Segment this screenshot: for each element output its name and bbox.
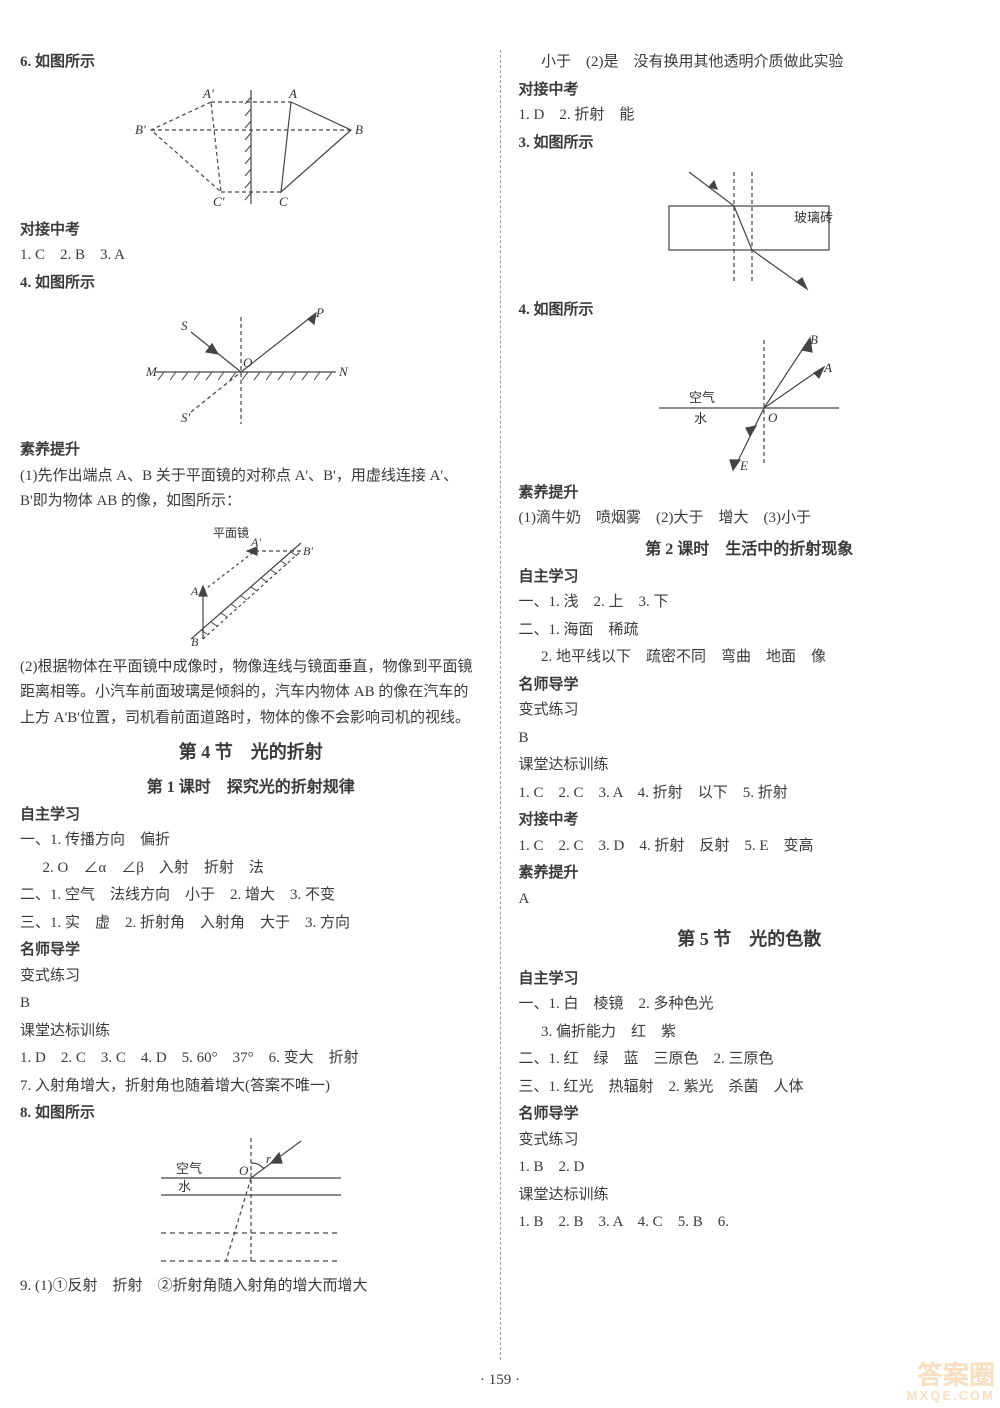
bsx-ans-r: B xyxy=(519,726,981,752)
lbl-Sprime: S' xyxy=(181,410,191,425)
kt-8: 8. 如图所示 xyxy=(20,1101,482,1127)
z5-21: 二、1. 红 绿 蓝 三原色 2. 三原色 xyxy=(519,1047,981,1073)
bsx-r: 变式练习 xyxy=(519,698,981,724)
lbl-E: E xyxy=(739,458,748,473)
bsx-l: 变式练习 xyxy=(20,964,482,990)
lbl-Cprime: C' xyxy=(213,194,225,209)
bsx5: 变式练习 xyxy=(519,1128,981,1154)
lbl-B3: B xyxy=(810,332,818,347)
lbl-O3: O xyxy=(768,410,778,425)
cont-line: 小于 (2)是 没有换用其他透明介质做此实验 xyxy=(519,50,981,76)
sy-p2: (2)根据物体在平面镜中成像时，物像连线与镜面垂直，物像到平面镜距离相等。小汽车… xyxy=(20,655,482,732)
lbl-water: 水 xyxy=(178,1179,191,1194)
ktdx-l: 课堂达标训练 xyxy=(20,1019,482,1045)
z5-11: 一、1. 白 棱镜 2. 多种色光 xyxy=(519,992,981,1018)
watermark-sub: MXQE.COM xyxy=(907,1389,995,1403)
lbl-Aprime: A' xyxy=(202,86,214,101)
djzk-q4-l: 4. 如图所示 xyxy=(20,271,482,297)
kt-r-line: 1. C 2. C 3. A 4. 折射 以下 5. 折射 xyxy=(519,781,981,807)
djzk2-r-line: 1. C 2. C 3. D 4. 折射 反射 5. E 变高 xyxy=(519,834,981,860)
q6-label: 6. 如图所示 xyxy=(20,50,482,76)
zzxx-r22: 2. 地平线以下 疏密不同 弯曲 地面 像 xyxy=(519,645,981,671)
kt5-line: 1. B 2. B 3. A 4. C 5. B 6. xyxy=(519,1210,981,1236)
fig-djzk4: M N O S S' P xyxy=(20,302,482,432)
sub2-title: 第 2 课时 生活中的折射现象 xyxy=(519,536,981,563)
sy-r-line: (1)滴牛奶 喷烟雾 (2)大于 增大 (3)小于 xyxy=(519,506,981,532)
fig-q6: A A' B B' C C' xyxy=(20,82,482,212)
djzk-r3: 3. 如图所示 xyxy=(519,131,981,157)
fig-kt8: 空气 水 O r xyxy=(20,1133,482,1268)
z5-31: 三、1. 红光 热辐射 2. 紫光 杀菌 人体 xyxy=(519,1075,981,1101)
lbl-air: 空气 xyxy=(176,1161,202,1176)
bsx5-ans: 1. B 2. D xyxy=(519,1155,981,1181)
djzk-r: 对接中考 xyxy=(519,78,981,104)
djzk-answers-l: 1. C 2. B 3. A xyxy=(20,243,482,269)
djzk-r4: 4. 如图所示 xyxy=(519,298,981,324)
djzk2-r: 对接中考 xyxy=(519,808,981,834)
zzxx-21: 二、1. 空气 法线方向 小于 2. 增大 3. 不变 xyxy=(20,883,482,909)
sy2-ans: A xyxy=(519,887,981,913)
lbl-Bp2: B' xyxy=(303,544,313,558)
fig-sy: 平面镜 A B A' B' xyxy=(20,521,482,649)
lbl-air2: 空气 xyxy=(689,390,715,405)
watermark: 答案圈 MXQE.COM xyxy=(907,1362,995,1403)
zzxx5: 自主学习 xyxy=(519,967,981,993)
lbl-O2: O xyxy=(239,1163,249,1178)
zzxx-r11: 一、1. 浅 2. 上 3. 下 xyxy=(519,590,981,616)
lbl-water2: 水 xyxy=(694,411,707,426)
column-divider xyxy=(500,50,501,1360)
lbl-M: M xyxy=(145,364,158,379)
lbl-A: A xyxy=(288,86,297,101)
sy-p1: (1)先作出端点 A、B 关于平面镜的对称点 A'、B'，用虚线连接 A'、B'… xyxy=(20,464,482,515)
lbl-S: S xyxy=(181,318,188,333)
djzk-r-line1: 1. D 2. 折射 能 xyxy=(519,103,981,129)
msdx5: 名师导学 xyxy=(519,1102,981,1128)
djzk-heading-l: 对接中考 xyxy=(20,218,482,244)
msdx-r: 名师导学 xyxy=(519,673,981,699)
lbl-B2: B xyxy=(191,635,199,649)
zzxx-31: 三、1. 实 虚 2. 折射角 入射角 大于 3. 方向 xyxy=(20,911,482,937)
msdx-l: 名师导学 xyxy=(20,938,482,964)
ktdx5: 课堂达标训练 xyxy=(519,1183,981,1209)
zzxx-11: 一、1. 传播方向 偏折 xyxy=(20,828,482,854)
kt-9: 9. (1)①反射 折射 ②折射角随入射角的增大而增大 xyxy=(20,1274,482,1300)
lbl-P: P xyxy=(315,305,324,320)
sec4-title: 第 4 节 光的折射 xyxy=(20,737,482,768)
zzxx-r: 自主学习 xyxy=(519,565,981,591)
lbl-O: O xyxy=(243,355,253,370)
bsx-ans-l: B xyxy=(20,991,482,1017)
sy2-r: 素养提升 xyxy=(519,861,981,887)
kt-l2: 7. 入射角增大，折射角也随着增大(答案不唯一) xyxy=(20,1074,482,1100)
lbl-N: N xyxy=(338,364,349,379)
zzxx-l: 自主学习 xyxy=(20,803,482,829)
sy-r: 素养提升 xyxy=(519,481,981,507)
page-number: · 159 · xyxy=(0,1368,1000,1394)
fig-r4: 空气 水 O A B E xyxy=(519,330,981,475)
sec4-sub: 第 1 课时 探究光的折射规律 xyxy=(20,774,482,801)
z5-13: 3. 偏折能力 红 紫 xyxy=(519,1020,981,1046)
lbl-B: B xyxy=(355,122,363,137)
zzxx-12: 2. O ∠α ∠β 入射 折射 法 xyxy=(20,856,482,882)
zzxx-r21: 二、1. 海面 稀疏 xyxy=(519,618,981,644)
lbl-Bprime: B' xyxy=(135,122,146,137)
lbl-A3: A xyxy=(823,360,832,375)
watermark-main: 答案圈 xyxy=(907,1362,995,1389)
fig-r3: 玻璃砖 xyxy=(519,162,981,292)
sy-heading-l: 素养提升 xyxy=(20,438,482,464)
lbl-A2: A xyxy=(190,584,199,598)
lbl-glass: 玻璃砖 xyxy=(794,210,833,225)
lbl-mirror: 平面镜 xyxy=(213,525,249,540)
sec5-title: 第 5 节 光的色散 xyxy=(519,924,981,955)
lbl-C: C xyxy=(279,194,288,209)
kt-l1: 1. D 2. C 3. C 4. D 5. 60° 37° 6. 变大 折射 xyxy=(20,1046,482,1072)
ktdx-r: 课堂达标训练 xyxy=(519,753,981,779)
lbl-Ap2: A' xyxy=(250,535,261,549)
